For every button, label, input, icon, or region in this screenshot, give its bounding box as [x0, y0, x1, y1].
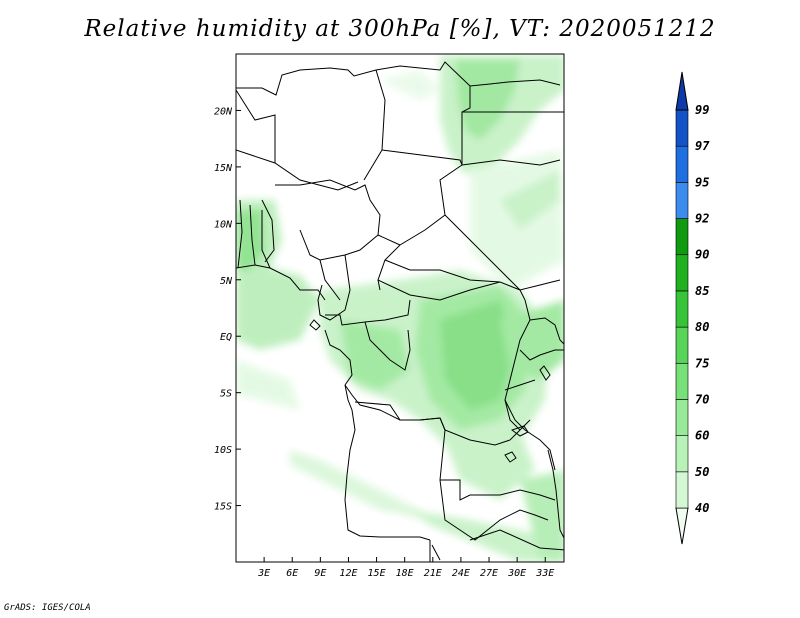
lon-tick-label: 30E: [507, 568, 526, 579]
colorbar-segment: [675, 362, 689, 400]
country-borders: [236, 61, 564, 562]
colorbar-label: 90: [695, 248, 709, 262]
colorbar-segment: [675, 290, 689, 328]
colorbar-segment: [675, 326, 689, 364]
colorbar-segment: [675, 145, 689, 183]
colorbar: 40 50 60 70 75 80 85 90 92 95 97 99: [675, 71, 710, 545]
colorbar-segment: [675, 435, 689, 473]
map-frame: [235, 53, 565, 563]
colorbar-label: 92: [695, 212, 709, 226]
colorbar-label: 50: [695, 465, 709, 479]
colorbar-label: 60: [695, 429, 709, 443]
colorbar-segment: [675, 471, 689, 509]
lat-tick-label: 15S: [214, 502, 232, 513]
colorbar-label: 70: [695, 392, 709, 406]
colorbar-segment: [675, 182, 689, 219]
lon-tick-label: 33E: [535, 568, 554, 579]
lon-tick-label: 6E: [286, 568, 298, 579]
lat-tick-label: 20N: [214, 106, 233, 117]
colorbar-label: 99: [695, 103, 709, 117]
colorbar-upper-arrow: [675, 71, 689, 111]
lon-tick-label: 3E: [257, 568, 270, 579]
chart-title: Relative humidity at 300hPa [%], VT: 202…: [84, 16, 716, 42]
lon-tick-label: 15E: [368, 568, 386, 579]
lon-tick-label: 24E: [452, 568, 470, 579]
lon-tick-label: 18E: [396, 568, 414, 579]
colorbar-label: 85: [695, 284, 709, 298]
lon-tick-label: 12E: [339, 568, 357, 579]
lat-tick-label: 5N: [220, 276, 233, 287]
lon-tick-label: 9E: [314, 568, 326, 579]
credit-label: GrADS: IGES/COLA: [4, 603, 91, 613]
colorbar-lower-arrow: [675, 507, 689, 545]
colorbar-label: 80: [695, 320, 709, 334]
lon-tick-label: 27E: [480, 568, 498, 579]
colorbar-segment: [675, 109, 689, 147]
colorbar-label: 95: [695, 175, 709, 189]
lat-tick-label: 10S: [214, 445, 232, 456]
colorbar-label: 75: [695, 356, 709, 370]
latitude-axis: 20N 15N 10N 5N EQ 5S 10S 15S: [214, 106, 241, 513]
lon-tick-label: 21E: [424, 568, 442, 579]
colorbar-segment: [675, 218, 689, 256]
lat-tick-label: 10N: [214, 219, 233, 230]
colorbar-label: 97: [695, 139, 710, 153]
colorbar-segment: [675, 399, 689, 436]
longitude-axis: 3E 6E 9E 12E 15E 18E 21E 24E 27E 30E 33E: [257, 557, 554, 579]
colorbar-label: 40: [695, 501, 709, 515]
lat-tick-label: 15N: [214, 163, 233, 174]
humidity-field: [236, 55, 564, 562]
lat-tick-label: 5S: [220, 389, 232, 400]
colorbar-segment: [675, 254, 689, 292]
lat-tick-label: EQ: [220, 332, 232, 343]
